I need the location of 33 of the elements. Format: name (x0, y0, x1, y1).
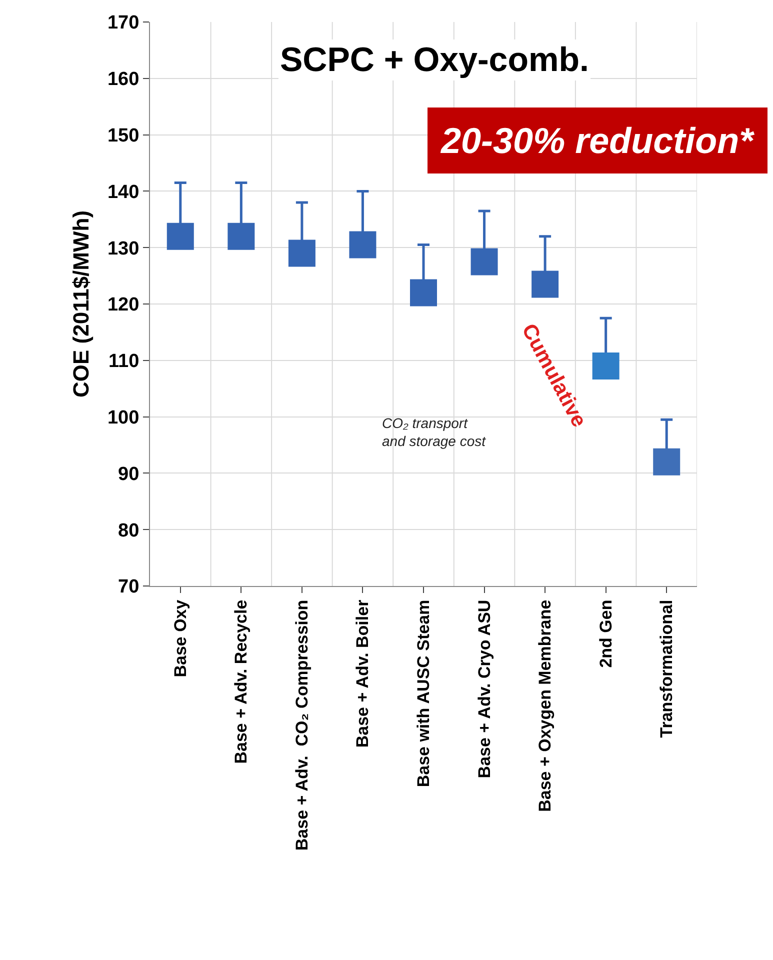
y-tick-label: 80 (118, 520, 140, 542)
y-tick-label: 140 (107, 182, 140, 203)
x-tick-label: Base + Oxygen Membrane (536, 600, 555, 812)
point (470, 248, 498, 276)
x-tick-label: Base + Adv. Recycle (232, 600, 251, 764)
x-tick-label: 2nd Gen (596, 600, 616, 668)
annotation: 20-30% reduction* (440, 120, 756, 161)
x-tick-label: Base + Adv. Boiler (353, 599, 372, 748)
annotation: CO₂ transport and storage cost (382, 415, 487, 450)
y-tick-label: 170 (107, 12, 140, 34)
y-tick-label: 90 (118, 464, 140, 485)
point (166, 222, 194, 250)
point (592, 352, 620, 380)
x-tick-label: Base with AUSC Steam (414, 600, 434, 788)
y-tick-label: 110 (108, 351, 140, 372)
y-tick-label: 70 (118, 576, 140, 598)
point (653, 448, 680, 476)
point (288, 240, 316, 267)
x-tick-label: Base + Adv. Cryo ASU (474, 600, 494, 778)
y-axis-title: COE (2011$/MWh) (68, 210, 94, 398)
y-tick-label: 100 (107, 407, 140, 428)
x-tick-label: Transformational (657, 600, 676, 738)
y-tick-label: 160 (107, 69, 140, 90)
y-tick-label: 150 (107, 125, 140, 146)
y-tick-label: 130 (107, 238, 140, 260)
point (349, 231, 376, 258)
x-tick-label: Base Oxy (170, 599, 190, 678)
text: SCPC + Oxy-comb. (280, 41, 589, 79)
x-tick-label: Base + Adv. CO₂ Compression (292, 600, 312, 851)
y-tick-label: 120 (107, 294, 140, 316)
point (228, 222, 255, 250)
point (410, 279, 437, 306)
point (532, 270, 559, 298)
